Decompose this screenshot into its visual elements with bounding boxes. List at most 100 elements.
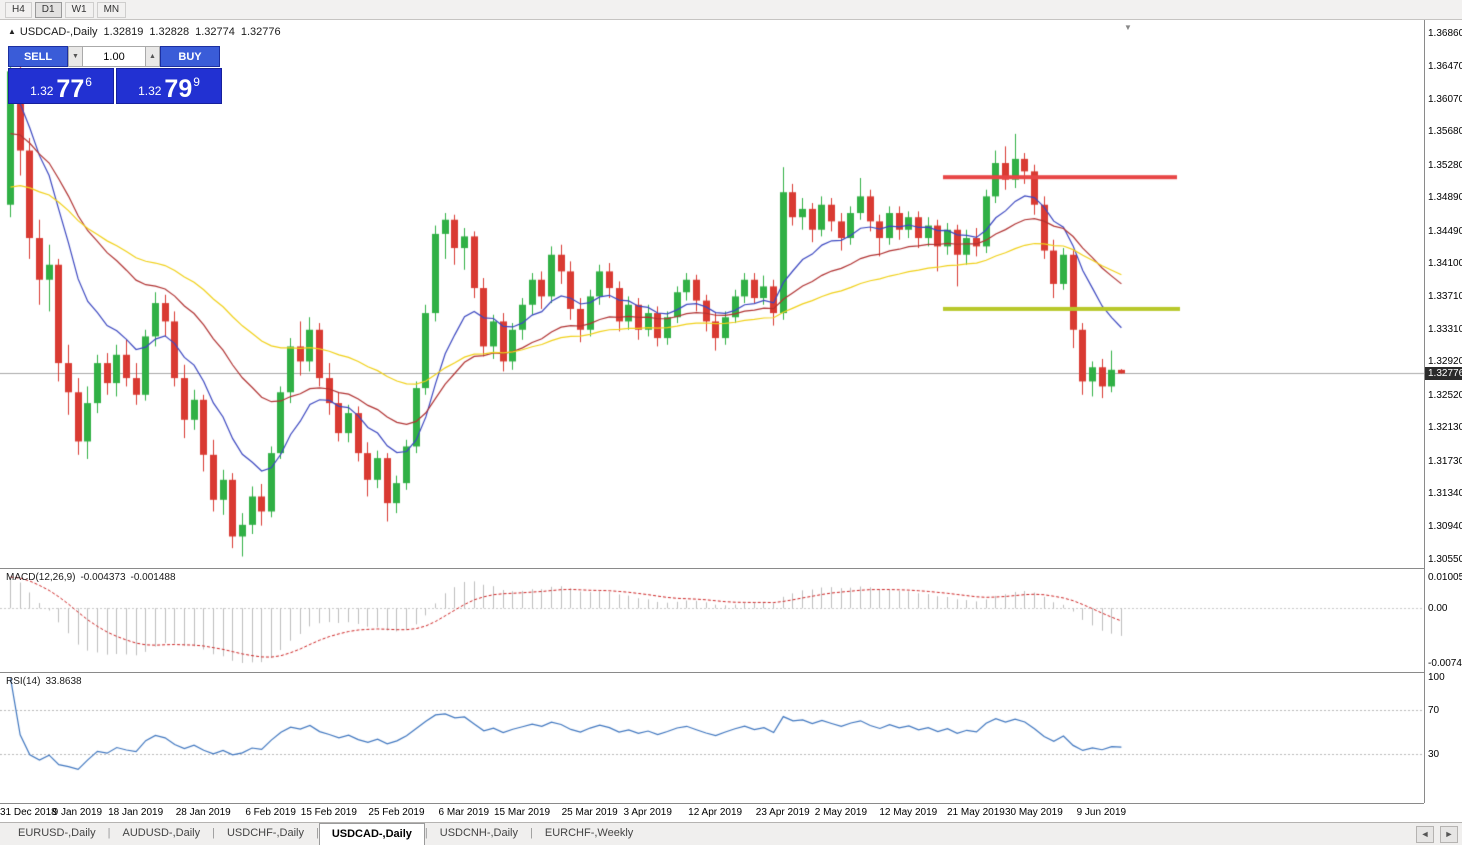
price-axis-label: 1.36470 [1428,60,1462,72]
price-axis-label: 1.32520 [1428,389,1462,401]
buy-price-button[interactable]: 1.32 79 9 [116,68,222,104]
main-chart-canvas[interactable] [0,20,1424,568]
date-axis-label: 6 Feb 2019 [245,807,296,818]
date-axis-label: 28 Jan 2019 [175,807,231,818]
sell-price-big: 1.32 [30,84,54,98]
price-axis-label: 1.31340 [1428,488,1462,500]
tab-separator: | [212,827,215,839]
date-axis-label: 12 May 2019 [879,807,938,818]
timeframe-button-d1[interactable]: D1 [34,1,62,18]
macd-axis-max: 0.010052 [1428,572,1462,583]
main-chart-panel: ▲ USDCAD-,Daily 1.32819 1.32828 1.32774 1.327… [0,20,1424,569]
rsi-axis-label: 100 [1428,672,1445,683]
volume-input[interactable] [83,46,145,67]
rsi-axis-label: 70 [1428,705,1440,716]
buy-price-point: 9 [193,75,200,89]
sell-price-button[interactable]: 1.32 77 6 [8,68,114,104]
date-axis-label: 25 Feb 2019 [368,807,425,818]
chart-tab-0[interactable]: EURUSD-,Daily [18,827,96,839]
macd-axis-min: -0.007469 [1428,658,1462,669]
chart-tab-3[interactable]: USDCAD-,Daily [318,823,425,845]
current-price-tag: 1.32776 [1425,367,1462,381]
ohlc-low: 1.32774 [195,26,235,38]
price-axis-label: 1.36860 [1428,28,1462,39]
date-axis-label: 3 Apr 2019 [623,807,672,818]
chart-tab-bar: EURUSD-,Daily | AUDUSD-,Daily | USDCHF-,Dail… [0,822,1462,845]
rsi-axis-label: 30 [1428,749,1440,760]
price-axis-label: 1.34490 [1428,225,1462,237]
date-axis-label: 9 Jun 2019 [1076,807,1127,818]
timeframe-button-w1[interactable]: W1 [64,1,94,18]
macd-value-signal: -0.001488 [130,572,176,583]
ohlc-open: 1.32819 [103,26,144,38]
chart-symbol-label: USDCAD-,Daily [19,26,98,38]
tab-scroll-left-icon[interactable]: ◄ [1416,826,1434,843]
price-axis-label: 1.35680 [1428,126,1462,138]
tab-scroll-right-icon[interactable]: ► [1440,826,1458,843]
date-axis-label: 30 May 2019 [1004,807,1063,818]
chart-shift-marker-icon[interactable]: ▼ [1124,23,1132,32]
sell-price-pips: 77 [56,75,85,103]
rsi-name: RSI(14) [6,676,41,687]
volume-increase-button[interactable]: ▲ [145,46,160,67]
price-axis-label: 1.34100 [1428,258,1462,270]
date-axis-label: 15 Mar 2019 [493,807,551,818]
chart-tab-4[interactable]: USDCNH-,Daily [439,827,518,839]
price-axis-label: 1.33710 [1428,290,1462,302]
date-axis-label: 18 Jan 2019 [108,807,164,818]
macd-panel: MACD(12,26,9) -0.004373 -0.001488 [0,569,1424,673]
tab-separator: | [107,827,111,839]
price-axis-label: 1.33310 [1428,323,1462,335]
price-axis-label: 1.36070 [1428,93,1462,105]
chart-tab-5[interactable]: EURCHF-,Weekly [544,827,634,839]
rsi-value: 33.8638 [45,676,82,687]
price-axis-label: 1.30550 [1428,554,1462,565]
date-axis-label: 15 Feb 2019 [300,807,357,818]
price-axis-label: 1.35280 [1428,159,1462,171]
ohlc-high: 1.32828 [149,26,190,38]
chart-tabs: EURUSD-,Daily | AUDUSD-,Daily | USDCHF-,Dail… [0,823,645,845]
timeframe-button-h4[interactable]: H4 [5,1,32,18]
date-axis-label: 9 Jan 2019 [52,807,103,818]
price-scale[interactable]: 1.32776 1.36860 1.36470 1.36070 1.35680 1.35… [1424,20,1462,803]
tab-separator: | [424,827,428,839]
date-axis-label: 12 Apr 2019 [688,807,743,818]
trade-panel-toggle-icon[interactable]: ▲ [8,27,16,36]
macd-value-main: -0.004373 [80,572,126,583]
date-axis-label: 6 Mar 2019 [438,807,490,818]
macd-canvas[interactable] [0,569,1424,672]
macd-name: MACD(12,26,9) [6,572,76,583]
chart-ohlc-title: ▲ USDCAD-,Daily 1.32819 1.32828 1.32774 1.327… [8,26,287,38]
date-axis[interactable]: 31 Dec 2018 9 Jan 2019 18 Jan 2019 28 Jan 2… [0,804,1424,822]
macd-label: MACD(12,26,9) -0.004373 -0.001488 [6,572,181,583]
timeframe-button-mn[interactable]: MN [96,1,127,18]
sell-button[interactable]: SELL [8,46,68,67]
chart-tab-1[interactable]: AUDUSD-,Daily [122,827,201,839]
sell-price-point: 6 [85,75,92,89]
date-axis-label: 31 Dec 2018 [0,807,57,818]
price-axis-label: 1.32920 [1428,356,1462,368]
tab-scroll-controls: ◄ ► [1416,826,1458,843]
date-axis-label: 2 May 2019 [814,807,868,818]
date-axis-label: 23 Apr 2019 [755,807,810,818]
tab-separator: | [315,827,319,839]
price-axis-label: 1.34890 [1428,192,1462,204]
buy-button[interactable]: BUY [160,46,220,67]
rsi-canvas[interactable] [0,673,1424,803]
macd-axis-zero: 0.00 [1428,603,1448,615]
timeframe-toolbar: H4 D1 W1 MN [0,0,1462,20]
date-axis-label: 21 May 2019 [947,807,1005,818]
rsi-label: RSI(14) 33.8638 [6,676,87,687]
price-axis-label: 1.31730 [1428,455,1462,467]
tab-separator: | [530,827,533,839]
rsi-panel: RSI(14) 33.8638 [0,673,1424,804]
price-axis-label: 1.30940 [1428,521,1462,533]
price-axis-label: 1.32130 [1428,422,1462,434]
buy-price-big: 1.32 [138,84,162,98]
buy-price-pips: 79 [164,75,193,103]
date-axis-label: 25 Mar 2019 [561,807,618,818]
chart-tab-2[interactable]: USDCHF-,Daily [226,827,304,839]
volume-decrease-button[interactable]: ▼ [68,46,83,67]
